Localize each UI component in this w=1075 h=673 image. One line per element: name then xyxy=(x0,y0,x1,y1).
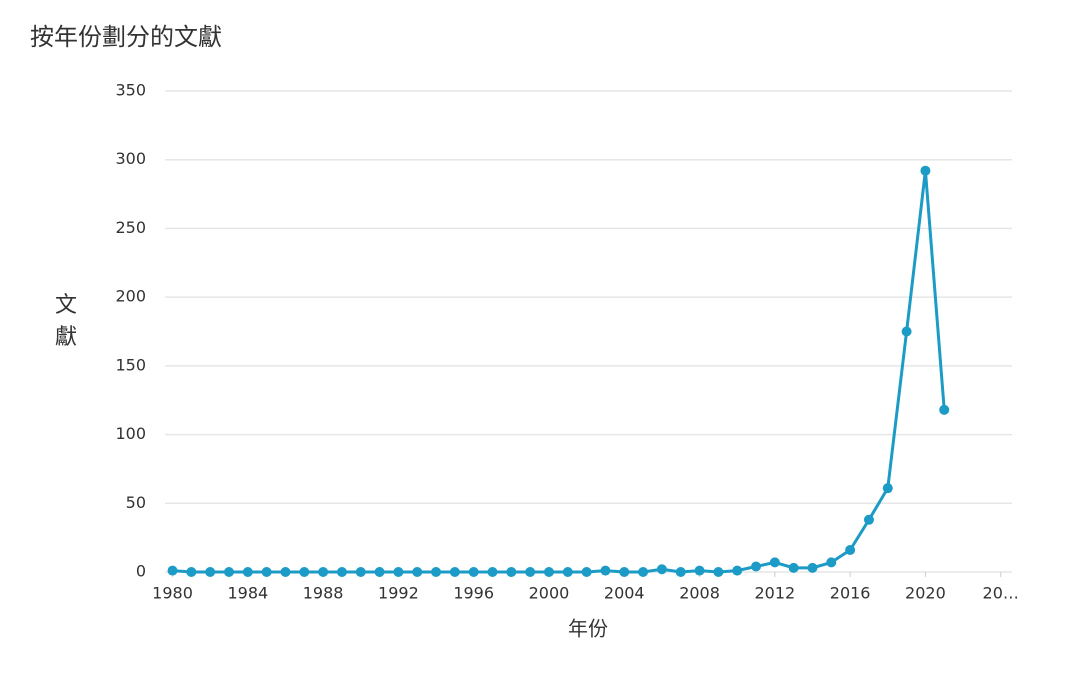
chart-title: 按年份劃分的文獻 xyxy=(30,23,222,51)
x-tick-label: 2016 xyxy=(830,584,871,603)
data-point xyxy=(487,567,498,577)
y-tick-label: 150 xyxy=(115,355,146,374)
data-point xyxy=(261,567,272,577)
data-point xyxy=(562,567,573,577)
data-point xyxy=(186,567,197,577)
data-point xyxy=(732,565,743,576)
y-tick-label: 250 xyxy=(115,218,146,237)
data-point xyxy=(656,564,667,575)
data-point xyxy=(920,165,931,176)
data-point xyxy=(318,567,329,577)
data-point xyxy=(826,557,837,568)
series-line xyxy=(172,169,946,574)
data-point xyxy=(299,567,310,577)
data-point xyxy=(600,565,611,576)
y-axis-label: 文獻 xyxy=(54,293,77,350)
data-point xyxy=(393,567,404,577)
data-point xyxy=(412,567,423,577)
data-point xyxy=(769,557,780,568)
data-point xyxy=(468,567,479,577)
data-point xyxy=(694,565,705,576)
data-point xyxy=(336,567,347,577)
data-point xyxy=(525,567,536,577)
x-tick-label: 2004 xyxy=(604,584,645,603)
x-tick-label: 1980 xyxy=(152,584,193,603)
data-point xyxy=(205,567,216,577)
data-point xyxy=(863,514,874,525)
data-point xyxy=(882,483,893,494)
y-tick-label: 350 xyxy=(115,81,146,100)
x-tick-label: 2012 xyxy=(754,584,795,603)
data-point xyxy=(713,567,724,577)
data-point xyxy=(675,567,686,577)
x-axis-label: 年份 xyxy=(568,617,608,641)
data-point xyxy=(223,567,234,577)
data-point xyxy=(939,404,950,415)
data-point xyxy=(167,565,178,576)
y-tick-label: 50 xyxy=(126,493,146,512)
data-point xyxy=(280,567,291,577)
x-tick-label: 2000 xyxy=(529,584,570,603)
data-point xyxy=(242,567,253,577)
data-point xyxy=(638,567,649,577)
data-point xyxy=(543,567,554,577)
data-point xyxy=(355,567,366,577)
x-tick-label: 2008 xyxy=(679,584,720,603)
data-point xyxy=(807,562,818,573)
data-point xyxy=(751,561,762,572)
x-tick-label: 20… xyxy=(983,584,1019,603)
data-point xyxy=(581,567,592,577)
data-point xyxy=(845,545,856,556)
data-point xyxy=(374,567,385,577)
y-tick-label: 100 xyxy=(115,424,146,443)
data-point xyxy=(619,567,630,577)
x-tick-label: 1988 xyxy=(303,584,344,603)
y-tick-label: 300 xyxy=(115,149,146,168)
x-tick-label: 1992 xyxy=(378,584,419,603)
data-point xyxy=(788,562,799,573)
data-point xyxy=(431,567,442,577)
y-tick-label: 200 xyxy=(115,287,146,306)
x-tick-label: 1984 xyxy=(227,584,268,603)
data-point xyxy=(506,567,517,577)
y-tick-label: 0 xyxy=(136,562,146,581)
x-tick-label: 1996 xyxy=(453,584,494,603)
data-point xyxy=(901,326,912,337)
data-point xyxy=(449,567,460,577)
x-tick-label: 2020 xyxy=(905,584,946,603)
